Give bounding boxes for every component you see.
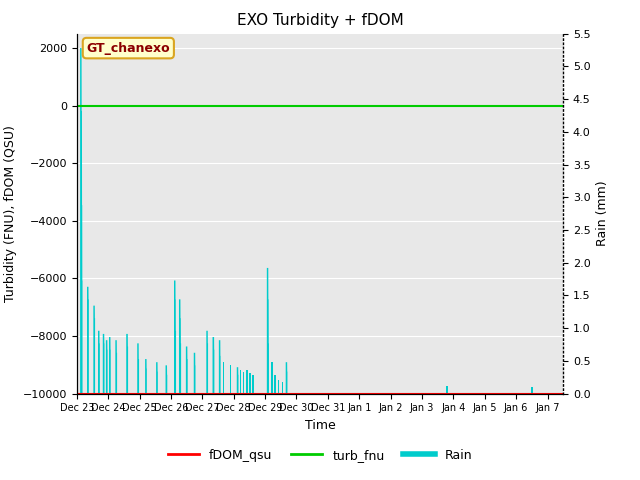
Y-axis label: Turbidity (FNU), fDOM (QSU): Turbidity (FNU), fDOM (QSU) [4, 125, 17, 302]
Text: GT_chanexo: GT_chanexo [86, 42, 170, 55]
Legend: fDOM_qsu, turb_fnu, Rain: fDOM_qsu, turb_fnu, Rain [163, 444, 477, 467]
Y-axis label: Rain (mm): Rain (mm) [596, 181, 609, 246]
X-axis label: Time: Time [305, 419, 335, 432]
Title: EXO Turbidity + fDOM: EXO Turbidity + fDOM [237, 13, 403, 28]
